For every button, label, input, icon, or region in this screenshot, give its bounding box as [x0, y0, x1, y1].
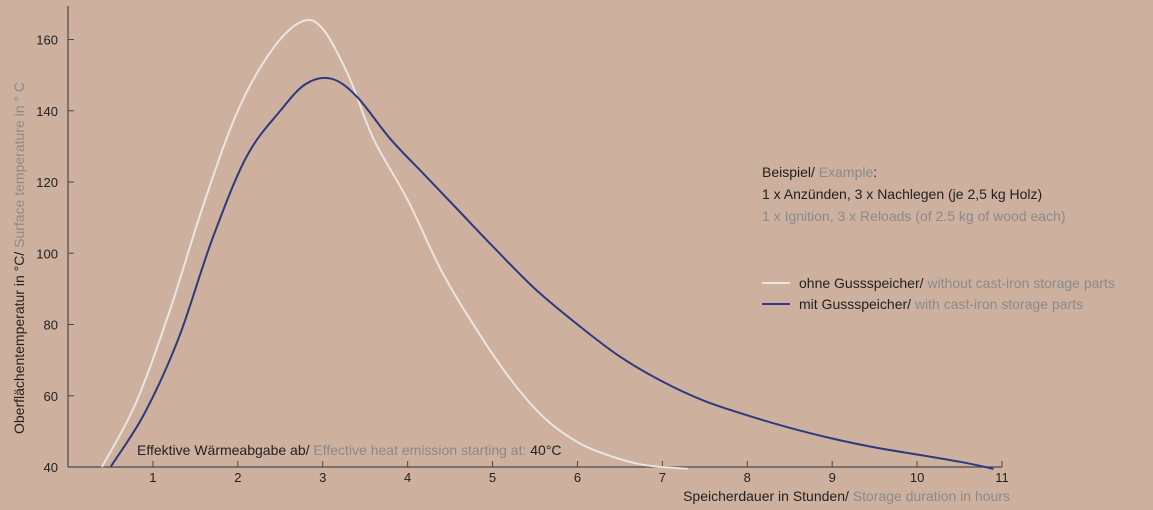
x-tick-label: 10 — [910, 470, 924, 485]
x-tick-label: 9 — [829, 470, 836, 485]
legend: ohne Gussspeicher/ without cast-iron sto… — [762, 275, 1115, 312]
x-tick-label: 6 — [574, 470, 581, 485]
example-heading: Beispiel/ Example: — [762, 164, 877, 180]
example-line-de: 1 x Anzünden, 3 x Nachlegen (je 2,5 kg H… — [762, 186, 1042, 202]
x-tick-label: 7 — [659, 470, 666, 485]
y-tick-label: 60 — [44, 389, 58, 404]
x-tick-label: 8 — [744, 470, 751, 485]
x-tick-label: 5 — [489, 470, 496, 485]
x-tick-label: 2 — [234, 470, 241, 485]
tick-marks — [68, 39, 1003, 468]
example-line-en: 1 x Ignition, 3 x Reloads (of 2.5 kg of … — [762, 208, 1066, 224]
y-axis-title: Oberflächentemperatur in °C/ Surface tem… — [11, 82, 27, 434]
y-tick-label: 120 — [36, 175, 58, 190]
legend-label-mit: mit Gussspeicher/ with cast-iron storage… — [799, 296, 1083, 312]
y-tick-label: 160 — [36, 33, 58, 48]
y-tick-label: 80 — [44, 318, 58, 333]
series-line-mit-gussspeicher — [109, 76, 994, 470]
x-tick-label: 3 — [319, 470, 326, 485]
y-tick-label: 140 — [36, 104, 58, 119]
series-line-ohne-gussspeicher — [101, 19, 688, 470]
x-tick-label: 11 — [995, 470, 1009, 485]
x-tick-label: 4 — [404, 470, 411, 485]
tick-labels: 1 2 3 4 5 6 7 8 9 10 11 40 60 80 100 120 140 160 — [36, 33, 1008, 486]
heat-emission-annotation: Effektive Wärmeabgabe ab/ Effective heat… — [137, 442, 562, 458]
y-tick-label: 40 — [44, 460, 58, 475]
legend-label-ohne: ohne Gussspeicher/ without cast-iron sto… — [799, 275, 1115, 291]
x-tick-label: 1 — [149, 470, 156, 485]
x-axis-title: Speicherdauer in Stunden/ Storage durati… — [683, 488, 1010, 504]
y-tick-label: 100 — [36, 246, 58, 261]
